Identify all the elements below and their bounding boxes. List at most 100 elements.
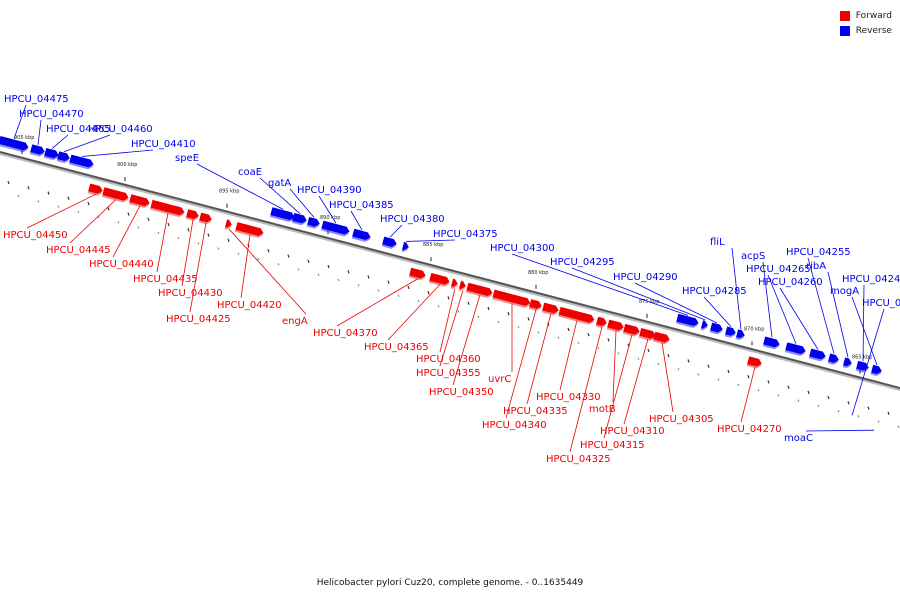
reverse-leader-line [81,149,154,157]
reverse-gene-label: HPCU_04410 [131,139,196,150]
forward-leader-line [181,219,194,287]
reverse-leader-line [731,247,742,330]
backbone-shadow [0,152,900,391]
minor-tick [297,268,300,271]
forward-gene-arrow [622,323,640,337]
forward-gene-arrow [541,302,559,316]
minor-tick [477,315,480,318]
reverse-gene-label: HPCU_04255 [786,247,851,258]
scale-tick-label: 895 kbp [219,189,239,195]
reverse-gene-label: HPCU_04465 [46,124,111,135]
minor-tick [67,196,70,201]
reverse-leader-line [767,274,797,344]
forward-leader-line [228,228,307,315]
minor-tick [507,312,510,316]
minor-tick [137,226,140,229]
minor-tick [367,275,370,279]
minor-tick [647,348,650,353]
forward-gene-label: engA [282,316,308,327]
gene-labels: HPCU_04475 HPCU_04470 HPCU_04465HPCU_04460… [3,94,900,465]
forward-leader-line [740,366,756,423]
reverse-gene-label: speE [175,153,199,164]
minor-tick [467,301,470,305]
minor-tick [107,207,110,211]
minor-tick [797,399,800,402]
minor-tick [487,306,490,311]
minor-tick [57,205,60,208]
forward-gene-arrow [595,316,607,328]
forward-gene-label: HPCU_04360 [416,354,481,365]
minor-tick [237,252,240,256]
minor-tick [77,210,80,214]
forward-leader-line [439,288,456,353]
minor-tick [197,242,200,245]
minor-tick [227,238,230,242]
reverse-gene-label: acpS [741,251,765,262]
forward-gene-arrow [458,280,466,291]
forward-gene-label: HPCU_04450 [3,230,68,241]
forward-leader-line [569,326,603,453]
reverse-leader-line [405,239,456,242]
reverse-gene-arrow [269,207,295,223]
forward-leader-line [156,212,169,273]
minor-tick [777,394,780,397]
reverse-leader-line [13,104,27,139]
reverse-gene-label: HPCU_04380 [380,214,445,225]
minor-tick [407,285,410,290]
minor-tick [457,310,460,313]
forward-leader-line [526,313,552,405]
position-dots [7,180,900,429]
reverse-gene-arrow [401,241,409,253]
minor-tick [877,420,880,423]
reverse-gene-arrow [724,326,736,338]
reverse-leader-line [571,267,706,321]
reverse-gene-arrow [784,342,806,357]
reverse-gene-label: HPCU_04240 [862,298,900,309]
minor-tick [767,380,770,384]
minor-tick [417,299,420,303]
forward-gene-arrow [492,289,531,308]
reverse-leader-line [779,287,819,350]
minor-tick [127,212,130,216]
forward-gene-label: HPCU_04325 [546,454,611,465]
reverse-gene-label: HPCU_04470 [19,109,84,120]
reverse-gene-arrow [808,348,826,362]
reverse-gene-label: HPCU_04265 [746,264,811,275]
minor-tick [177,236,180,240]
legend-forward-label: Forward [855,10,892,21]
minor-tick [287,254,290,258]
reverse-gene-arrow [43,147,59,161]
forward-gene-label: HPCU_04305 [649,414,714,425]
reverse-gene-label: HPCU_04385 [329,200,394,211]
forward-gene-arrow [528,299,542,311]
legend-forward: Forward [839,8,892,23]
forward-gene-arrow [638,328,656,341]
reverse-gene-label: HPCU_04285 [682,286,747,297]
forward-leader-line [623,338,649,425]
forward-leader-line [603,334,633,439]
minor-tick [697,373,700,376]
minor-tick [317,273,320,276]
minor-tick [847,401,850,405]
reverse-gene-arrow [56,151,70,164]
minor-tick [677,367,680,371]
reverse-gene-label: gatA [268,178,291,189]
forward-leader-line [452,294,481,386]
forward-gene-arrow [198,212,212,225]
forward-gene-arrow [606,319,624,333]
reverse-gene-arrow [381,236,397,249]
forward-gene-label: HPCU_04420 [217,300,282,311]
forward-swatch [839,10,850,21]
scale-tick-label: 880 kbp [528,270,548,276]
reverse-gene-arrow [762,336,780,350]
minor-tick [117,221,120,224]
reverse-leader-line [318,195,337,224]
reverse-leader-line [762,261,773,338]
scale-tick-label: 870 kbp [744,326,764,332]
minor-tick [387,280,390,284]
forward-gene-label: HPCU_04310 [600,426,665,437]
reverse-leader-line [196,163,284,210]
forward-gene-label: HPCU_04445 [46,245,111,256]
minor-tick [347,270,350,274]
label-leader-lines [13,104,885,453]
